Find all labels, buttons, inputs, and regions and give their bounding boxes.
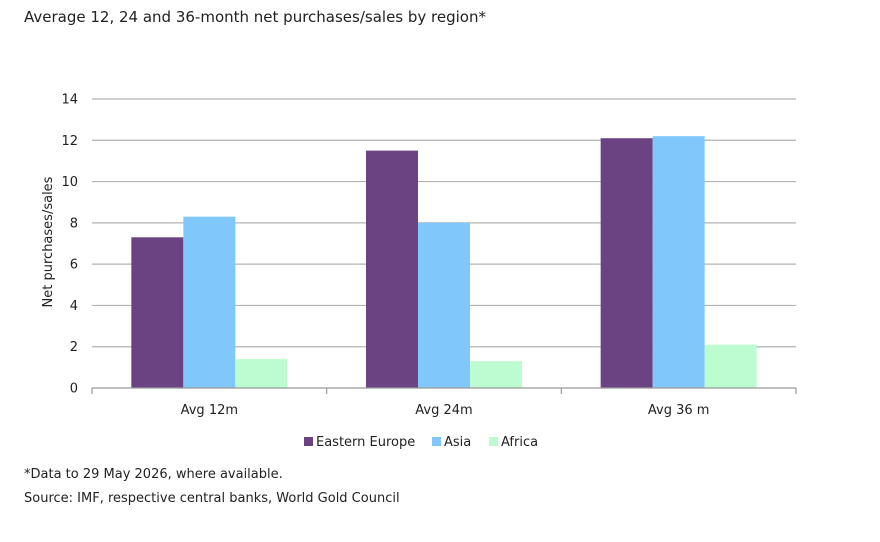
source-note: Source: IMF, respective central banks, W… (24, 491, 400, 506)
bar-asia-2 (418, 222, 470, 388)
bar-africa-1 (235, 359, 288, 388)
bar-africa-3 (704, 344, 757, 388)
bar-africa-2 (470, 361, 522, 388)
y-tick-label: 0 (70, 382, 78, 397)
category-label: Avg 12m (181, 403, 238, 418)
bars (131, 136, 757, 388)
bar-asia-1 (183, 216, 236, 388)
y-tick-label: 14 (61, 93, 78, 108)
chart-title: Average 12, 24 and 36-month net purchase… (24, 8, 486, 26)
legend-label: Asia (444, 435, 471, 450)
legend-swatch (304, 437, 313, 446)
legend-swatch (489, 437, 498, 446)
legend-label: Eastern Europe (316, 435, 415, 450)
y-tick-label: 2 (70, 340, 78, 355)
y-tick-label: 12 (61, 134, 78, 149)
legend-label: Africa (501, 435, 538, 450)
y-tick-label: 10 (61, 175, 78, 190)
data-note: *Data to 29 May 2026, where available. (24, 467, 283, 482)
category-label: Avg 24m (415, 403, 472, 418)
bar-eastern-europe-3 (600, 138, 653, 388)
y-tick-label: 4 (70, 299, 78, 314)
legend-swatch (432, 437, 441, 446)
y-tick-label: 6 (70, 258, 78, 273)
bar-eastern-europe-2 (366, 150, 418, 388)
legend: Eastern Europe Asia Africa (304, 435, 538, 450)
x-axis (91, 387, 797, 394)
y-axis-label: Net purchases/sales (41, 176, 56, 307)
y-tick-label: 8 (70, 216, 78, 231)
category-labels: Avg 12m Avg 24m Avg 36 m (181, 403, 710, 418)
y-axis-ticks: 0 2 4 6 8 10 12 14 (61, 93, 78, 397)
bar-eastern-europe-1 (131, 237, 184, 388)
bar-asia-3 (652, 136, 705, 388)
category-label: Avg 36 m (648, 403, 710, 418)
